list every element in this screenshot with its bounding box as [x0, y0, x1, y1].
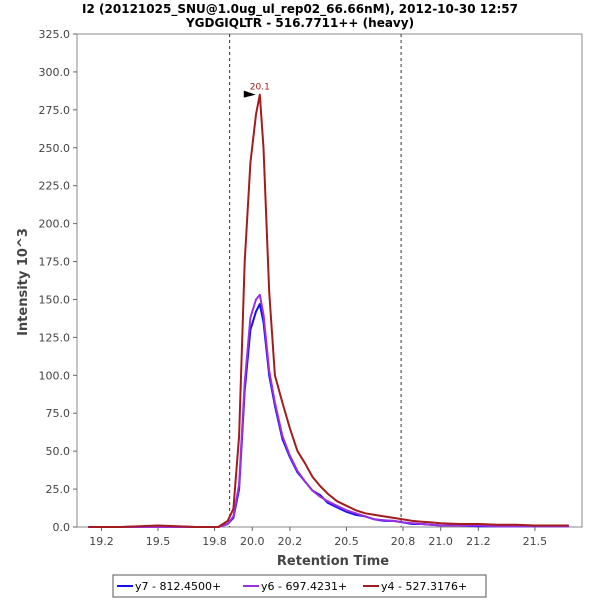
- y-axis-label: Intensity 10^3: [16, 228, 31, 336]
- y-tick-label: 0.0: [53, 521, 71, 534]
- series-line: [88, 293, 569, 528]
- legend-entry: y7 - 812.4500+: [135, 580, 221, 593]
- legend: [112, 574, 487, 598]
- x-tick-label: 21.2: [466, 535, 491, 548]
- legend-entry: y6 - 697.4231+: [261, 580, 347, 593]
- y-tick-label: 150.0: [39, 293, 71, 306]
- peak-label: 20.1: [250, 83, 270, 93]
- series-lines: [88, 93, 569, 528]
- series-line: [88, 93, 569, 528]
- y-tick-label: 250.0: [39, 142, 71, 155]
- legend-items: y7 - 812.4500+ y6 - 697.4231+ y4 - 527.317…: [117, 580, 467, 593]
- x-tick-label: 21.5: [523, 535, 548, 548]
- legend-entry: y4 - 527.3176+: [381, 580, 467, 593]
- y-tick-label: 100.0: [39, 369, 71, 382]
- y-tick-label: 50.0: [46, 445, 71, 458]
- x-tick-label: 21.0: [428, 535, 453, 548]
- x-tick-label: 20.8: [391, 535, 416, 548]
- x-tick-label: 19.5: [146, 535, 171, 548]
- y-tick-label: 275.0: [39, 104, 71, 117]
- peak-boundaries: [229, 34, 402, 527]
- y-tick-label: 300.0: [39, 66, 71, 79]
- y-tick-label: 125.0: [39, 331, 71, 344]
- peak-annotation: 20.1: [243, 83, 270, 98]
- y-tick-label: 175.0: [39, 256, 71, 269]
- x-tick-label: 20.5: [334, 535, 359, 548]
- x-tick-label: 19.8: [202, 535, 227, 548]
- peak-marker-arrow-icon: [243, 90, 256, 98]
- y-tick-label: 200.0: [39, 218, 71, 231]
- chart-title-line1: I2 (20121025_SNU@1.0ug_ul_rep02_66.66nM)…: [82, 2, 518, 17]
- y-tick-label: 75.0: [46, 407, 71, 420]
- x-tick-label: 20.0: [240, 535, 265, 548]
- y-axis: 0.0 25.0 50.0 75.0 100.0 125.0 150.0 175.0 200.0…: [39, 28, 77, 534]
- y-tick-label: 225.0: [39, 180, 71, 193]
- chart-title-line2: YGDGIQLTR - 516.7711++ (heavy): [185, 16, 414, 30]
- y-tick-label: 325.0: [39, 28, 71, 41]
- y-tick-label: 25.0: [46, 483, 71, 496]
- x-axis-label: Retention Time: [277, 554, 389, 569]
- x-axis: 19.2 19.5 19.8 20.0 20.2 20.5 20.8 21.0 21.2 21.5: [89, 527, 547, 548]
- plot-area: [76, 33, 583, 528]
- x-tick-label: 19.2: [89, 535, 114, 548]
- x-tick-label: 20.2: [278, 535, 303, 548]
